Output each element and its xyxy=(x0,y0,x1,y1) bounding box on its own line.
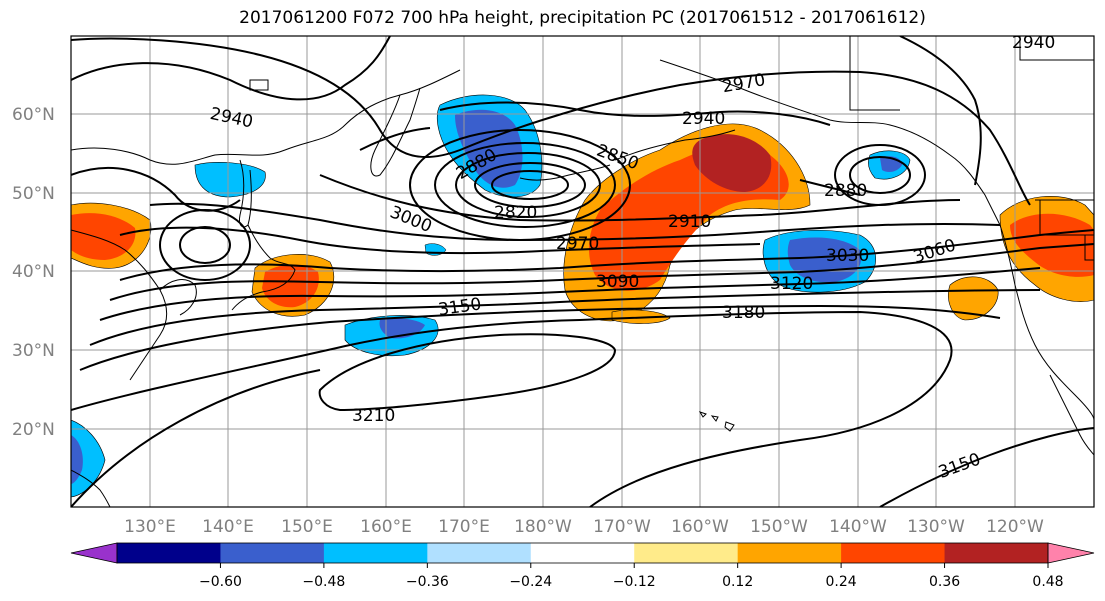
contour-line xyxy=(79,304,1001,371)
contour-line xyxy=(71,369,321,507)
contour-line xyxy=(99,267,1041,321)
contour-line xyxy=(491,170,569,200)
lon-label: 150°W xyxy=(750,517,808,537)
lon-label: 140°W xyxy=(829,517,887,537)
latitude-labels: 60°N 50°N 40°N 30°N 20°N xyxy=(12,105,55,440)
lon-label: 130°E xyxy=(124,517,176,537)
contour-label: 2970 xyxy=(556,234,599,254)
contour-line xyxy=(89,289,1041,346)
contour-line xyxy=(319,174,961,222)
contour-label: 2940 xyxy=(1012,33,1055,53)
contour-line xyxy=(474,162,586,208)
colorbar-extend-high xyxy=(1047,542,1095,564)
colorbar-tick-label: −0.60 xyxy=(199,574,242,590)
colorbar: −0.60 −0.48 −0.36 −0.24 −0.12 0.12 0.24 0.36 0.4… xyxy=(70,542,1095,590)
lon-label: 160°W xyxy=(671,517,729,537)
contour-line xyxy=(71,310,953,507)
colorbar-segment xyxy=(944,543,1049,563)
contour-line xyxy=(899,36,982,186)
colorbar-frame xyxy=(116,542,1049,564)
precip-negative-area xyxy=(455,109,523,188)
contour-line xyxy=(119,229,1094,281)
contour-line xyxy=(318,333,617,412)
contour-line xyxy=(149,202,1001,242)
colorbar-segment xyxy=(117,543,221,563)
lat-label: 20°N xyxy=(12,420,55,440)
precip-negative-area xyxy=(194,162,266,198)
colorbar-segment xyxy=(530,543,635,563)
map-frame xyxy=(70,35,1095,508)
lat-label: 40°N xyxy=(12,262,55,282)
colorbar-tick-label: −0.48 xyxy=(302,574,345,590)
contour-label: 2820 xyxy=(494,203,537,223)
contour-line xyxy=(879,427,1094,507)
contour-line xyxy=(71,36,391,101)
precip-negative-area xyxy=(71,419,106,498)
coastlines xyxy=(71,36,1094,507)
contour-label: 3120 xyxy=(770,274,813,294)
contour-line xyxy=(179,226,231,264)
lat-label: 60°N xyxy=(12,105,55,125)
colorbar-tick-label: −0.36 xyxy=(406,574,449,590)
contour-line xyxy=(71,167,241,212)
precip-positive-area xyxy=(1010,213,1094,277)
figure-title: 2017061200 F072 700 hPa height, precipit… xyxy=(239,8,926,28)
lon-label: 170°E xyxy=(438,517,490,537)
colorbar-segment xyxy=(427,543,532,563)
contour-line xyxy=(799,179,861,196)
colorbar-tick-label: 0.48 xyxy=(1032,574,1063,590)
contour-label: 3210 xyxy=(352,406,395,426)
contour-label: 3180 xyxy=(722,303,765,323)
colorbar-extend-low xyxy=(70,542,118,564)
contour-label: 3030 xyxy=(826,246,869,266)
colorbar-segment xyxy=(737,543,842,563)
lon-label: 150°E xyxy=(281,517,333,537)
lon-label: 180°W xyxy=(514,517,572,537)
precip-positive-area xyxy=(71,213,136,260)
lon-label: 130°W xyxy=(907,517,965,537)
contour-line xyxy=(849,156,911,194)
longitude-labels: 130°E 140°E 150°E 160°E 170°E 180°W 170°… xyxy=(124,517,1044,537)
lon-label: 140°E xyxy=(202,517,254,537)
contour-line xyxy=(71,37,1031,206)
contour-label: 2940 xyxy=(682,109,725,129)
contour-line xyxy=(434,142,616,228)
contour-label: 2910 xyxy=(668,212,711,232)
colorbar-tick-label: 0.36 xyxy=(929,574,960,590)
colorbar-tick-label: −0.12 xyxy=(613,574,656,590)
contour-line xyxy=(359,127,431,151)
contour-line xyxy=(439,101,831,126)
contour-label: 3090 xyxy=(596,272,639,292)
lat-label: 30°N xyxy=(12,341,55,361)
colorbar-tick-label: 0.24 xyxy=(826,574,857,590)
colorbar-tick-label: 0.12 xyxy=(722,574,753,590)
colorbar-segment xyxy=(841,543,946,563)
colorbar-tick-label: −0.24 xyxy=(509,574,552,590)
lon-label: 120°W xyxy=(986,517,1044,537)
precip-positive-area xyxy=(948,276,999,321)
precip-positive-area xyxy=(692,134,772,192)
contour-line xyxy=(109,243,1094,301)
lat-label: 50°N xyxy=(12,184,55,204)
colorbar-segment xyxy=(323,543,428,563)
lon-label: 160°E xyxy=(360,517,412,537)
contour-label: 2880 xyxy=(824,181,867,201)
contour-line xyxy=(455,152,601,218)
height-contours xyxy=(71,36,1094,507)
colorbar-segment xyxy=(220,543,325,563)
lon-label: 170°W xyxy=(593,517,651,537)
colorbar-segment xyxy=(634,543,739,563)
contour-line xyxy=(119,226,761,255)
